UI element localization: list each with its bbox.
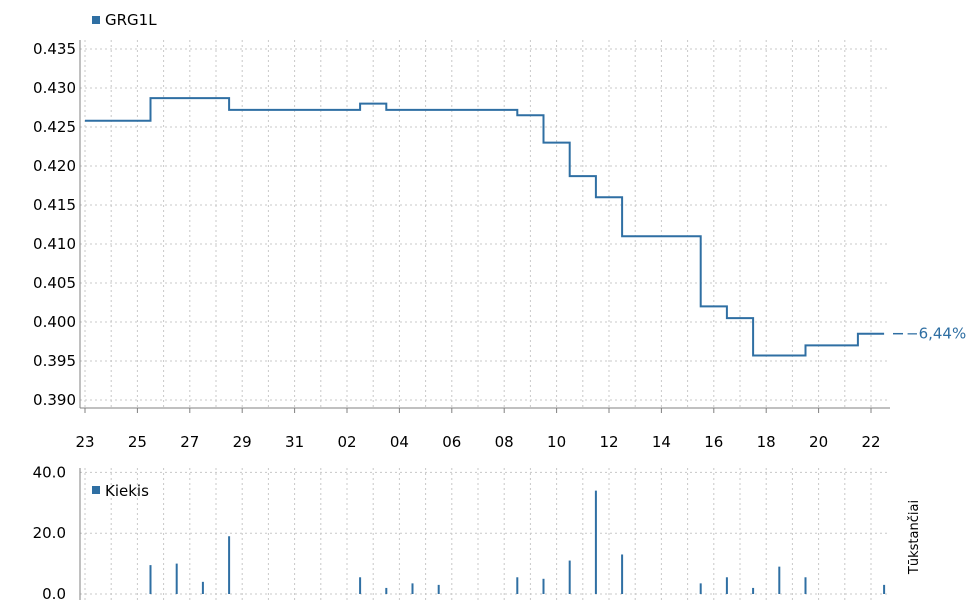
price-y-tick-label: 0.400 bbox=[33, 313, 76, 331]
volume-legend-swatch bbox=[92, 486, 100, 494]
volume-bar bbox=[359, 577, 362, 594]
price-x-tick-label: 27 bbox=[180, 433, 199, 451]
volume-bar bbox=[778, 566, 781, 594]
volume-bar bbox=[542, 578, 545, 594]
volume-bar bbox=[175, 563, 178, 594]
price-x-tick-label: 16 bbox=[704, 433, 723, 451]
price-x-tick-label: 29 bbox=[233, 433, 252, 451]
price-y-tick-label: 0.425 bbox=[33, 118, 76, 136]
price-y-tick-label: 0.390 bbox=[33, 391, 76, 409]
volume-bar bbox=[804, 577, 807, 594]
price-x-tick-label: 04 bbox=[390, 433, 409, 451]
volume-bar bbox=[437, 584, 440, 594]
price-x-tick-label: 02 bbox=[337, 433, 356, 451]
price-x-tick-label: 14 bbox=[652, 433, 671, 451]
volume-bar bbox=[594, 490, 597, 594]
volume-bar bbox=[699, 583, 702, 594]
volume-bar bbox=[621, 554, 624, 594]
price-series-line bbox=[85, 97, 885, 357]
volume-bar bbox=[752, 587, 755, 594]
price-y-tick-label: 0.415 bbox=[33, 196, 76, 214]
price-x-tick-label: 18 bbox=[757, 433, 776, 451]
price-y-tick-label: 0.435 bbox=[33, 40, 76, 58]
volume-legend-label: Kiekis bbox=[105, 482, 149, 500]
price-x-tick-label: 25 bbox=[128, 433, 147, 451]
price-legend-swatch bbox=[92, 16, 100, 24]
volume-y-tick-label: 20.0 bbox=[33, 524, 66, 542]
volume-bar bbox=[385, 587, 388, 594]
volume-bar bbox=[883, 584, 886, 594]
price-x-tick-label: 22 bbox=[861, 433, 880, 451]
volume-bar bbox=[725, 577, 728, 594]
price-y-tick-label: 0.395 bbox=[33, 352, 76, 370]
price-y-tick-label: 0.420 bbox=[33, 157, 76, 175]
price-y-tick-label: 0.410 bbox=[33, 235, 76, 253]
volume-y-tick-label: 0.0 bbox=[42, 585, 66, 603]
price-x-tick-label: 31 bbox=[285, 433, 304, 451]
volume-bar bbox=[568, 560, 571, 594]
volume-y-axis-label: Tūkstančiai bbox=[907, 500, 922, 575]
volume-bar bbox=[201, 581, 204, 594]
price-y-tick-label: 0.430 bbox=[33, 79, 76, 97]
price-legend-label: GRG1L bbox=[105, 11, 157, 29]
price-y-tick-label: 0.405 bbox=[33, 274, 76, 292]
change-label: −6,44% bbox=[906, 325, 966, 343]
volume-y-tick-label: 40.0 bbox=[33, 463, 66, 481]
price-x-tick-label: 10 bbox=[547, 433, 566, 451]
price-x-tick-label: 23 bbox=[75, 433, 94, 451]
price-x-tick-label: 06 bbox=[442, 433, 461, 451]
price-x-tick-label: 12 bbox=[599, 433, 618, 451]
volume-bar bbox=[228, 536, 231, 594]
price-x-tick-label: 20 bbox=[809, 433, 828, 451]
volume-bar bbox=[516, 577, 519, 594]
volume-bar bbox=[411, 583, 414, 594]
volume-bar bbox=[149, 565, 152, 594]
price-x-tick-label: 08 bbox=[495, 433, 514, 451]
